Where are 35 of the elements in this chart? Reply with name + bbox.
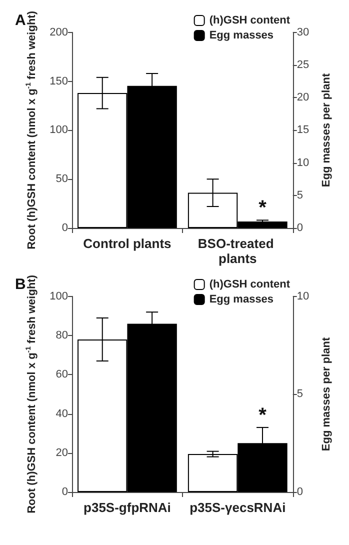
y-tick-label: 0 bbox=[62, 222, 68, 234]
y2-tick-label: 10 bbox=[296, 290, 310, 302]
y2-tick-label: 15 bbox=[296, 124, 310, 136]
y2-tick-label: 20 bbox=[296, 92, 310, 104]
y-tick-label: 80 bbox=[56, 330, 68, 342]
chart-title: A bbox=[15, 12, 26, 29]
y-tick-label: 150 bbox=[50, 75, 68, 88]
y2-tick-label: 5 bbox=[296, 189, 303, 202]
y-tick-label: 0 bbox=[62, 486, 68, 498]
legend-label: Egg masses bbox=[209, 294, 274, 306]
y-tick-label: 200 bbox=[50, 26, 68, 38]
y-tick-label: 20 bbox=[56, 446, 68, 459]
annotation: * bbox=[258, 197, 267, 220]
y-tick-label: 100 bbox=[50, 290, 68, 302]
y-tick-label: 40 bbox=[56, 408, 68, 420]
legend-label: Egg masses bbox=[209, 30, 274, 42]
x-tick-label: p35S-γecsRNAi bbox=[190, 500, 286, 515]
y2-tick-label: 10 bbox=[296, 156, 310, 169]
x-tick-label: p35S-gfpRNAi bbox=[84, 500, 171, 515]
legend-label: (h)GSH content bbox=[209, 278, 290, 290]
y2-tick-label: 0 bbox=[296, 222, 303, 234]
y2-axis-title: Egg masses per plant bbox=[320, 337, 332, 452]
y2-axis-title: Egg masses per plant bbox=[320, 73, 332, 188]
y2-tick-label: 30 bbox=[296, 26, 310, 38]
y2-tick-label: 0 bbox=[296, 486, 303, 498]
x-tick-label: Control plants bbox=[83, 236, 172, 251]
y-tick-label: 60 bbox=[56, 368, 68, 381]
annotation: * bbox=[258, 404, 267, 426]
y-tick-label: 50 bbox=[56, 173, 68, 186]
legend-label: (h)GSH content bbox=[209, 14, 290, 26]
x-tick-label: BSO-treated plants bbox=[198, 236, 278, 266]
chart-title: B bbox=[15, 276, 26, 293]
y-tick-label: 100 bbox=[50, 124, 68, 136]
y2-tick-label: 25 bbox=[296, 59, 310, 72]
y2-tick-label: 5 bbox=[296, 388, 303, 400]
